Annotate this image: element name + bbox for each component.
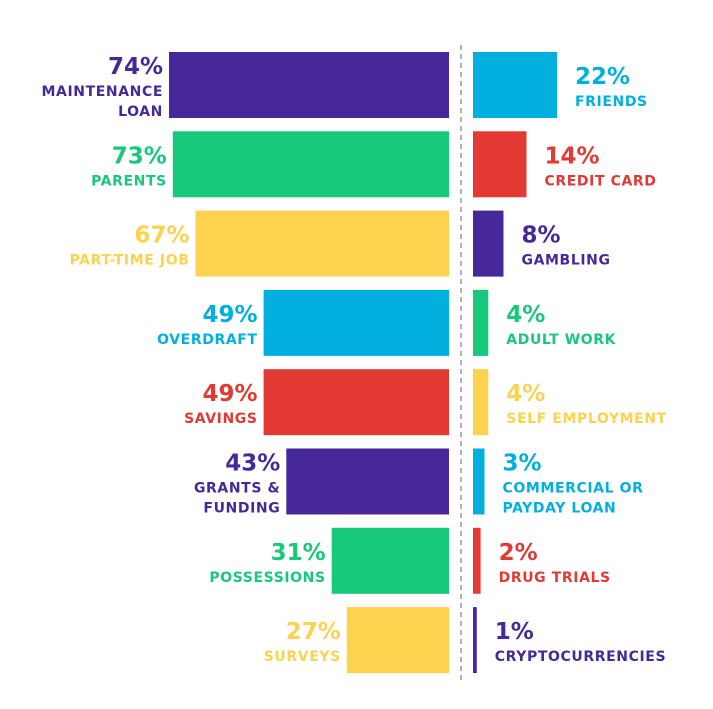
left-category-label-2: PART-TIME JOB (70, 253, 190, 269)
left-percent-label-5: 43% (225, 451, 280, 477)
right-bar-1 (473, 131, 527, 198)
right-category-label-5-line-0: COMMERCIAL OR (503, 481, 644, 497)
left-bar-1 (172, 131, 450, 198)
left-category-label-0-line-1: LOAN (118, 104, 163, 120)
right-bar-4 (473, 369, 489, 436)
right-percent-label-2: 8% (522, 223, 561, 249)
right-category-label-0: FRIENDS (575, 94, 648, 110)
left-category-label-6: POSSESSIONS (209, 570, 325, 586)
left-category-label-5-line-1: FUNDING (203, 501, 280, 517)
left-category-label-5-line-0: GRANTS & (194, 481, 280, 497)
right-bar-0 (473, 52, 557, 118)
left-bar-4 (263, 369, 449, 436)
left-percent-label-3: 49% (203, 302, 258, 328)
right-percent-label-6: 2% (499, 540, 538, 566)
left-category-label-3: OVERDRAFT (157, 332, 257, 348)
left-category-label-4: SAVINGS (184, 411, 258, 427)
left-category-label-7: SURVEYS (264, 649, 341, 665)
left-percent-label-1: 73% (112, 143, 167, 169)
right-category-label-7: CRYPTOCURRENCIES (495, 649, 666, 665)
left-bar-7 (346, 607, 449, 674)
right-percent-label-7: 1% (495, 619, 534, 645)
left-percent-label-0: 74% (108, 54, 163, 80)
left-category-label-0-line-0: MAINTENANCE (41, 84, 163, 100)
right-category-label-6: DRUG TRIALS (499, 570, 611, 586)
left-series: 74% MAINTENANCE LOAN 73% PARENTS 67% PART-TIME… (41, 52, 450, 674)
right-percent-label-5: 3% (503, 451, 542, 477)
left-percent-label-4: 49% (203, 381, 258, 407)
left-percent-label-2: 67% (134, 223, 189, 249)
right-bar-5 (473, 448, 485, 515)
left-percent-label-6: 31% (271, 540, 326, 566)
left-category-label-1: PARENTS (91, 173, 167, 189)
right-percent-label-1: 14% (545, 143, 600, 169)
left-percent-label-7: 27% (286, 619, 341, 645)
left-bar-3 (263, 289, 449, 356)
right-series: 22% FRIENDS 14% CREDIT CARD 8% GAMBLING 4% ADUL… (473, 52, 666, 674)
right-percent-label-4: 4% (506, 381, 545, 407)
left-bar-5 (286, 448, 449, 515)
right-category-label-2: GAMBLING (522, 253, 611, 269)
left-bar-6 (331, 527, 449, 594)
right-category-label-5-line-1: PAYDAY LOAN (503, 501, 617, 517)
right-bar-7 (473, 607, 477, 674)
left-bar-2 (195, 210, 449, 277)
left-bar-0 (169, 52, 449, 118)
right-category-label-3: ADULT WORK (506, 332, 616, 348)
right-percent-label-3: 4% (506, 302, 545, 328)
right-bar-2 (473, 210, 504, 277)
right-bar-3 (473, 289, 489, 356)
right-category-label-1: CREDIT CARD (545, 173, 657, 189)
right-bar-6 (473, 527, 481, 594)
right-category-label-4: SELF EMPLOYMENT (506, 411, 666, 427)
right-percent-label-0: 22% (575, 64, 630, 90)
